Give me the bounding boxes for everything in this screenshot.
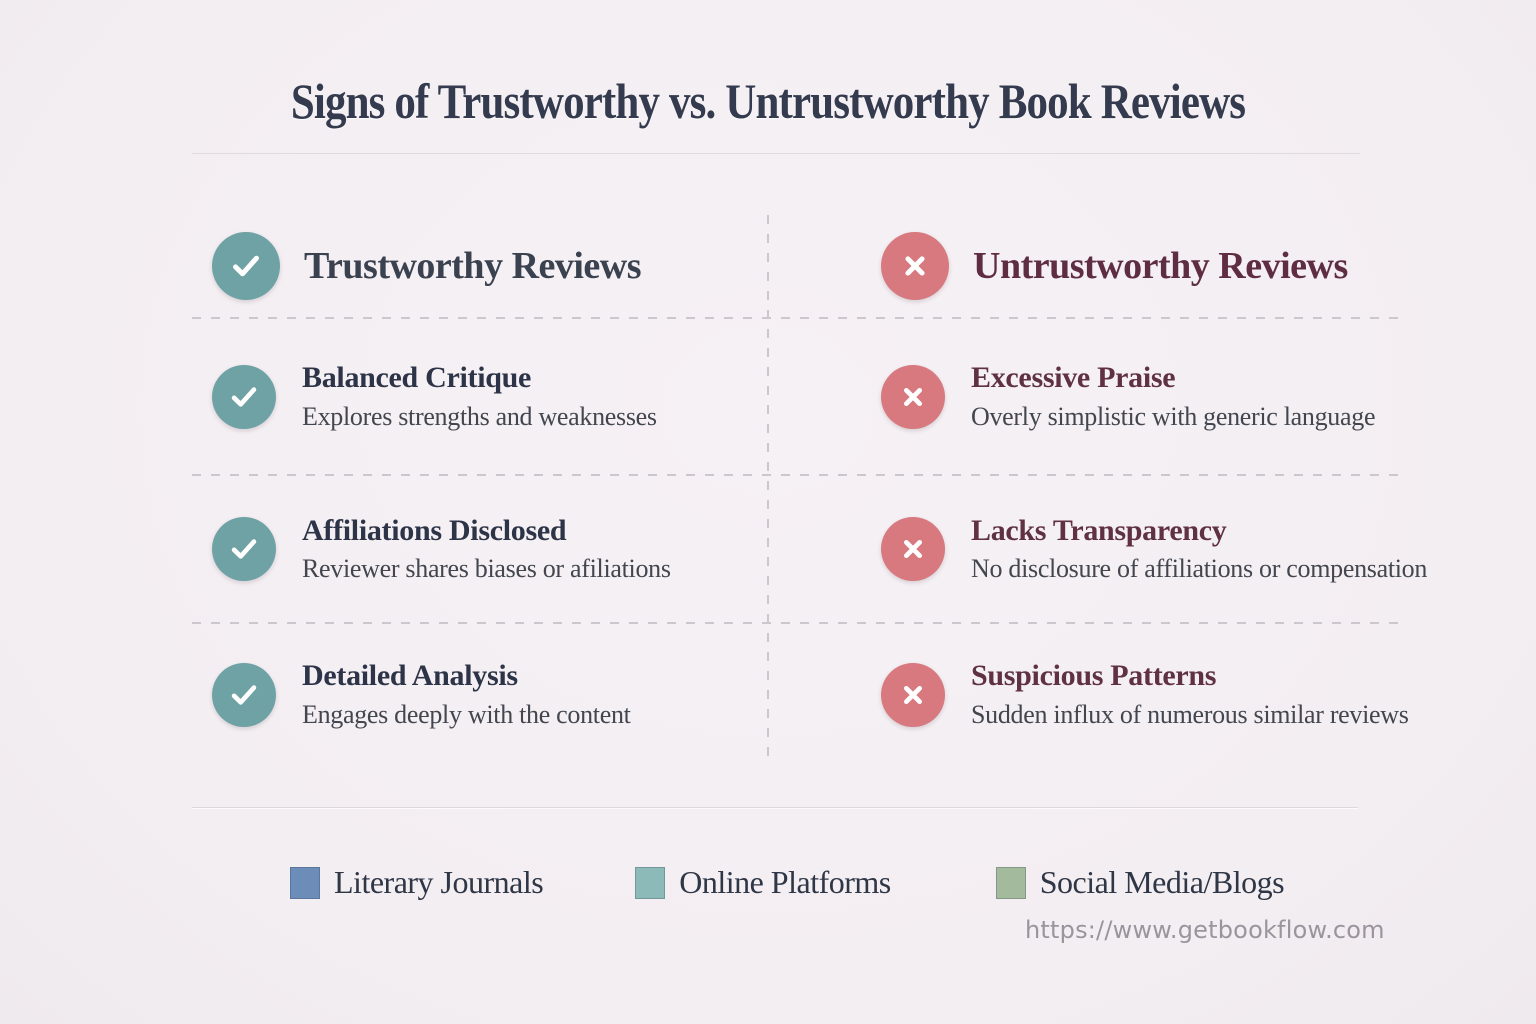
item-title: Affiliations Disclosed (302, 513, 567, 547)
legend-label: Literary Journals (334, 864, 544, 900)
list-item: Affiliations Disclosed Reviewer shares b… (192, 476, 768, 622)
header-row: Trustworthy Reviews Untrustworthy Review… (192, 215, 1400, 317)
list-item: Balanced Critique Explores strengths and… (192, 319, 768, 474)
column-header-label: Untrustworthy Reviews (973, 245, 1348, 287)
list-item: Excessive Praise Overly simplistic with … (824, 319, 1400, 474)
list-item: Detailed Analysis Engages deeply with th… (192, 624, 768, 765)
x-badge (881, 232, 949, 300)
legend-label: Social Media/Blogs (1039, 864, 1285, 900)
legend-entry-online-platforms: Online Platforms (635, 864, 891, 901)
column-header-label: Trustworthy Reviews (304, 245, 642, 287)
legend-divider (192, 807, 1358, 808)
list-item: Suspicious Patterns Sudden influx of num… (824, 624, 1409, 765)
check-badge (212, 517, 276, 581)
trustworthy-header: Trustworthy Reviews (192, 215, 768, 317)
x-icon (904, 387, 922, 406)
item-text: Affiliations Disclosed Reviewer shares b… (302, 514, 671, 585)
legend-label: Online Platforms (679, 864, 891, 900)
x-icon (904, 685, 922, 704)
check-badge (212, 364, 276, 429)
title-divider (192, 153, 1360, 154)
comparison-row: Affiliations Disclosed Reviewer shares b… (192, 476, 1427, 622)
column-divider (767, 215, 769, 765)
page-title: Signs of Trustworthy vs. Untrustworthy B… (290, 73, 1246, 129)
item-title: Balanced Critique (302, 361, 532, 395)
item-text: Suspicious Patterns Sudden influx of num… (971, 659, 1409, 730)
check-badge (212, 662, 276, 727)
comparison-grid: Trustworthy Reviews Untrustworthy Review… (192, 215, 1427, 765)
item-description: Explores strengths and weaknesses (302, 401, 657, 431)
x-badge (881, 517, 945, 581)
comparison-row: Balanced Critique Explores strengths and… (192, 319, 1400, 474)
check-icon (231, 386, 257, 407)
legend-swatch-green (995, 866, 1026, 899)
row-divider (192, 317, 1400, 319)
legend: Literary Journals Online Platforms Socia… (290, 864, 1334, 901)
item-text: Balanced Critique Explores strengths and… (302, 361, 657, 432)
item-description: Engages deeply with the content (302, 699, 631, 729)
item-title: Excessive Praise (971, 361, 1176, 395)
row-divider (192, 474, 1400, 476)
legend-swatch-blue (290, 866, 320, 899)
item-description: Sudden influx of numerous similar review… (971, 699, 1409, 729)
item-title: Suspicious Patterns (971, 659, 1217, 693)
x-icon (905, 256, 925, 276)
website-url: https://www.getbookflow.com (1025, 916, 1385, 944)
item-text: Lacks Transparency No disclosure of affi… (971, 514, 1427, 585)
item-description: No disclosure of affiliations or compens… (971, 554, 1428, 584)
row-divider (192, 622, 1400, 624)
item-title: Detailed Analysis (302, 659, 518, 693)
x-icon (904, 540, 922, 558)
comparison-row: Detailed Analysis Engages deeply with th… (192, 624, 1409, 765)
item-description: Reviewer shares biases or afiliations (302, 554, 671, 584)
x-badge (881, 662, 945, 727)
check-icon (231, 684, 257, 705)
item-text: Detailed Analysis Engages deeply with th… (302, 659, 631, 730)
item-description: Overly simplistic with generic language (971, 401, 1376, 431)
item-text: Excessive Praise Overly simplistic with … (971, 361, 1375, 432)
check-icon (231, 539, 257, 559)
check-icon (233, 255, 259, 277)
item-title: Lacks Transparency (971, 513, 1227, 547)
list-item: Lacks Transparency No disclosure of affi… (824, 476, 1427, 622)
legend-entry-social-media-blogs: Social Media/Blogs (995, 864, 1285, 901)
x-badge (881, 364, 945, 429)
legend-entry-literary-journals: Literary Journals (290, 864, 544, 901)
check-badge (212, 232, 280, 300)
legend-swatch-teal (635, 866, 666, 899)
untrustworthy-header: Untrustworthy Reviews (824, 215, 1400, 317)
